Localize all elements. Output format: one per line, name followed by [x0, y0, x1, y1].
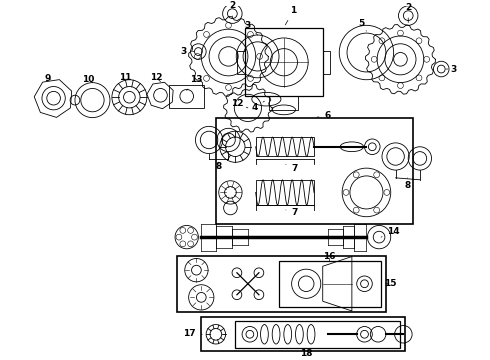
Text: 17: 17: [183, 329, 202, 338]
Text: 3: 3: [245, 21, 258, 35]
Text: 15: 15: [385, 279, 397, 288]
Text: 13: 13: [187, 75, 203, 90]
Text: 7: 7: [286, 164, 298, 173]
Text: 10: 10: [82, 75, 95, 84]
Text: 7: 7: [286, 208, 298, 217]
Bar: [216, 118, 413, 225]
Text: 3: 3: [446, 64, 457, 73]
Bar: [270, 96, 298, 110]
Bar: [201, 317, 405, 351]
Bar: [237, 51, 245, 74]
Text: 16: 16: [323, 252, 336, 261]
Bar: [235, 321, 400, 348]
Text: 5: 5: [359, 19, 367, 31]
Text: 2: 2: [229, 1, 236, 17]
Text: 12: 12: [150, 73, 163, 82]
Bar: [169, 85, 204, 108]
Text: 12: 12: [231, 99, 248, 108]
Text: 18: 18: [300, 349, 313, 358]
Text: 3: 3: [181, 47, 195, 56]
Bar: [256, 180, 314, 205]
Bar: [256, 137, 314, 157]
Text: 1: 1: [285, 6, 297, 25]
Text: 11: 11: [119, 73, 132, 82]
Text: 8: 8: [216, 162, 222, 171]
Text: 9: 9: [45, 74, 51, 83]
Bar: [323, 51, 330, 74]
Bar: [177, 256, 386, 312]
Text: 2: 2: [405, 3, 411, 23]
Bar: [245, 28, 323, 96]
Text: 14: 14: [381, 227, 400, 237]
Text: 6: 6: [317, 111, 331, 120]
Bar: [279, 261, 381, 307]
Text: 8: 8: [404, 178, 411, 190]
Text: 4: 4: [251, 101, 265, 112]
